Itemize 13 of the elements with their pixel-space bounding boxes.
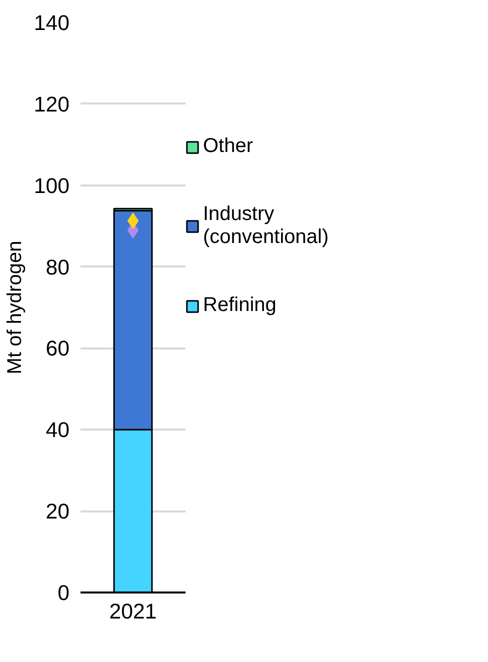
y-axis-title: Mt of hydrogen bbox=[4, 240, 26, 374]
y-tick-label: 40 bbox=[46, 418, 70, 442]
x-tick-label: 2021 bbox=[109, 600, 157, 624]
legend-label: Refining bbox=[203, 294, 276, 317]
y-tick-label: 120 bbox=[34, 92, 70, 116]
y-tick-label: 140 bbox=[34, 11, 70, 35]
y-tick-label: 60 bbox=[46, 336, 70, 361]
y-tick-label: 20 bbox=[46, 500, 70, 524]
legend-label: Industry (conventional) bbox=[203, 203, 329, 249]
y-tick-label: 100 bbox=[34, 174, 70, 198]
y-tick-label: 80 bbox=[46, 255, 70, 280]
legend-label: Other bbox=[203, 135, 254, 158]
y-tick-label: 0 bbox=[58, 581, 70, 605]
